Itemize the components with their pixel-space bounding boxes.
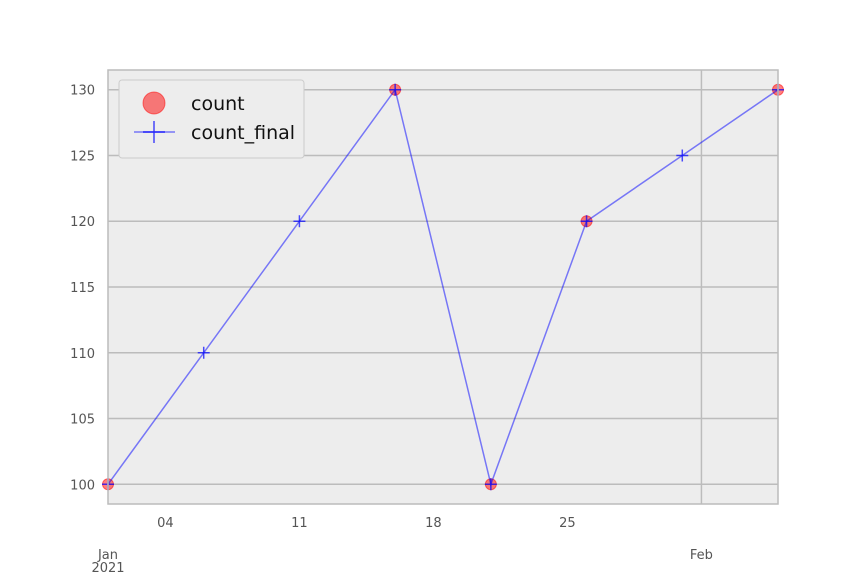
count-final-point: [293, 215, 306, 228]
legend-count-final-label: count_final: [191, 122, 295, 144]
plot-frame: [107, 69, 779, 505]
count-final-point: [580, 215, 593, 228]
x-major-tick-label-month: Jan: [97, 548, 118, 563]
y-tick-label: 130: [70, 84, 95, 99]
y-tick-label: 125: [70, 149, 95, 164]
count-final-point: [484, 478, 497, 491]
y-tick-label: 100: [70, 478, 95, 493]
y-tick-label: 110: [70, 347, 95, 362]
legend-count-marker: [142, 91, 166, 115]
count-final-point: [389, 83, 402, 96]
legend-count-final-marker: [143, 121, 165, 143]
y-axis: 100 105 110 115 120 125 130: [70, 84, 95, 494]
legend-box: [118, 79, 305, 159]
count-final-point: [197, 346, 210, 359]
count-final-point: [676, 149, 689, 162]
legend: count count_final: [118, 79, 305, 159]
count-final-line: [107, 87, 779, 487]
x-major-tick-label: Feb: [690, 548, 713, 563]
x-tick-label: 04: [157, 516, 174, 531]
x-major-tick-label-year: 2021: [91, 561, 124, 576]
y-tick-label: 120: [70, 215, 95, 230]
y-tick-label: 115: [70, 281, 95, 296]
x-tick-label: 18: [425, 516, 442, 531]
y-tick-label: 105: [70, 413, 95, 428]
x-tick-label: 25: [559, 516, 576, 531]
legend-count-label: count: [191, 93, 245, 115]
x-tick-label: 11: [291, 516, 308, 531]
